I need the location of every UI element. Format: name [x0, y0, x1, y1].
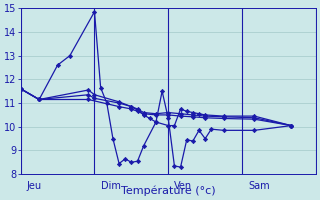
Text: Sam: Sam [248, 181, 270, 191]
Text: Ven: Ven [174, 181, 193, 191]
X-axis label: Température (°c): Température (°c) [121, 185, 216, 196]
Text: Dim: Dim [100, 181, 121, 191]
Text: Jeu: Jeu [27, 181, 42, 191]
